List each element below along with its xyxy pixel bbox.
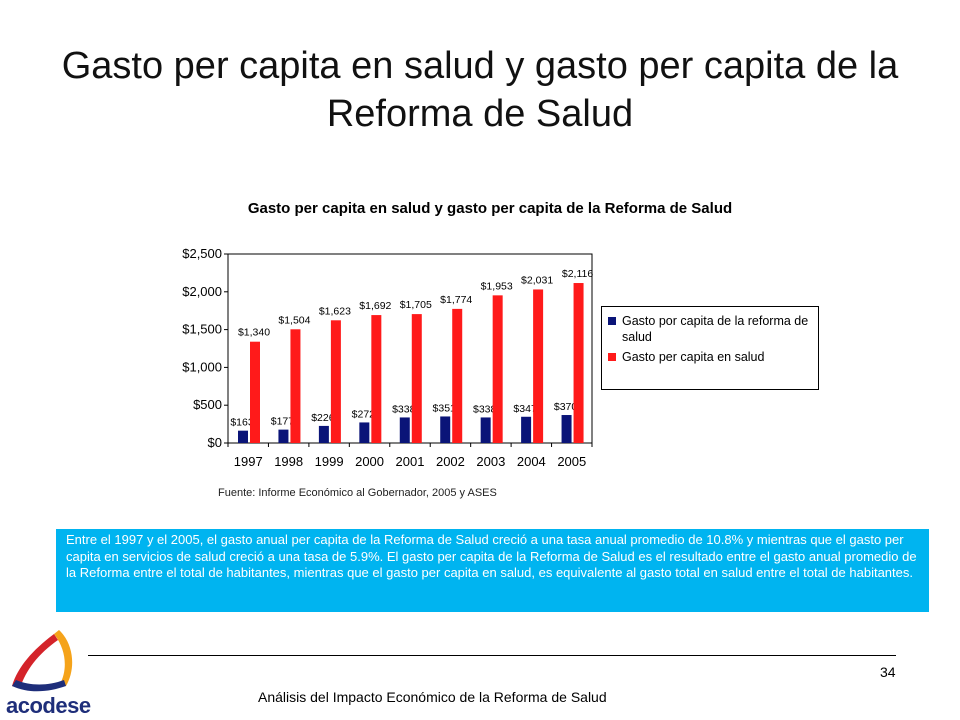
- logo-text: acodese: [6, 693, 91, 718]
- bar-salud: [533, 289, 544, 443]
- bar-reforma: [238, 430, 248, 443]
- bar-reforma: [480, 417, 491, 443]
- legend-item-salud: Gasto per capita en salud: [608, 349, 812, 365]
- data-label-reforma: $351: [433, 402, 457, 414]
- bar-salud: [330, 320, 341, 443]
- bar-reforma: [359, 422, 370, 443]
- bar-salud: [573, 283, 584, 443]
- y-tick-label: $500: [193, 397, 222, 412]
- slide-title: Gasto per capita en salud y gasto per ca…: [61, 45, 899, 135]
- x-tick-label: 2004: [517, 454, 546, 469]
- data-label-reforma: $370: [554, 401, 578, 413]
- chart-legend: Gasto por capita de la reforma de salud …: [601, 306, 819, 390]
- legend-swatch-salud: [608, 353, 616, 361]
- x-tick-label: 1999: [315, 454, 344, 469]
- data-label-reforma: $272: [352, 408, 376, 420]
- data-label-reforma: $338: [392, 403, 416, 415]
- bar-reforma: [399, 417, 410, 443]
- footer-divider: [88, 655, 896, 656]
- bar-salud: [250, 341, 260, 443]
- footer-text: Análisis del Impacto Económico de la Ref…: [258, 689, 607, 705]
- plot-area: [227, 253, 593, 444]
- x-tick-label: 1997: [234, 454, 263, 469]
- legend-label-salud: Gasto per capita en salud: [622, 350, 765, 364]
- data-label-reforma: $177: [271, 416, 295, 428]
- page-number: 34: [880, 664, 896, 680]
- bar-reforma: [561, 415, 572, 443]
- legend-label-reforma: Gasto por capita de la reforma de salud: [622, 314, 809, 344]
- data-label-reforma: $347: [513, 403, 537, 415]
- bar-salud: [371, 315, 382, 443]
- x-tick-label: 2001: [396, 454, 425, 469]
- bar-salud: [452, 308, 463, 443]
- bar-reforma: [521, 416, 532, 443]
- summary-note: Entre el 1997 y el 2005, el gasto anual …: [56, 529, 929, 612]
- data-label-salud: $1,692: [359, 300, 391, 312]
- x-tick-label: 2002: [436, 454, 465, 469]
- bar-reforma: [318, 425, 329, 443]
- bar-salud: [492, 295, 503, 443]
- chart-source: Fuente: Informe Económico al Gobernador,…: [218, 487, 497, 499]
- data-label-salud: $1,623: [319, 305, 351, 317]
- y-tick-label: $1,000: [182, 359, 222, 374]
- y-tick-label: $1,500: [182, 322, 222, 337]
- acodese-logo-icon: [12, 630, 73, 692]
- x-tick-label: 1998: [274, 454, 303, 469]
- x-tick-label: 2005: [557, 454, 586, 469]
- data-label-salud: $2,116: [562, 268, 593, 280]
- x-tick-label: 2003: [476, 454, 505, 469]
- data-label-salud: $2,031: [521, 274, 553, 286]
- data-label-salud: $1,504: [278, 314, 310, 326]
- y-tick-label: $2,500: [182, 246, 222, 261]
- y-tick-label: $0: [208, 435, 222, 450]
- data-label-reforma: $163: [230, 417, 254, 429]
- data-label-reforma: $226: [311, 412, 335, 424]
- data-label-reforma: $338: [473, 403, 497, 415]
- y-tick-label: $2,000: [182, 284, 222, 299]
- data-label-salud: $1,340: [238, 327, 270, 339]
- legend-item-reforma: Gasto por capita de la reforma de salud: [608, 313, 812, 345]
- x-tick-label: 2000: [355, 454, 384, 469]
- data-label-salud: $1,705: [400, 299, 432, 311]
- legend-swatch-reforma: [608, 317, 616, 325]
- bar-reforma: [440, 416, 451, 443]
- bar-reforma: [278, 429, 289, 443]
- bar-salud: [290, 329, 301, 443]
- chart-title: Gasto per capita en salud y gasto per ca…: [247, 200, 733, 217]
- data-label-salud: $1,953: [481, 280, 513, 292]
- bar-salud: [411, 314, 422, 443]
- data-label-salud: $1,774: [440, 294, 472, 306]
